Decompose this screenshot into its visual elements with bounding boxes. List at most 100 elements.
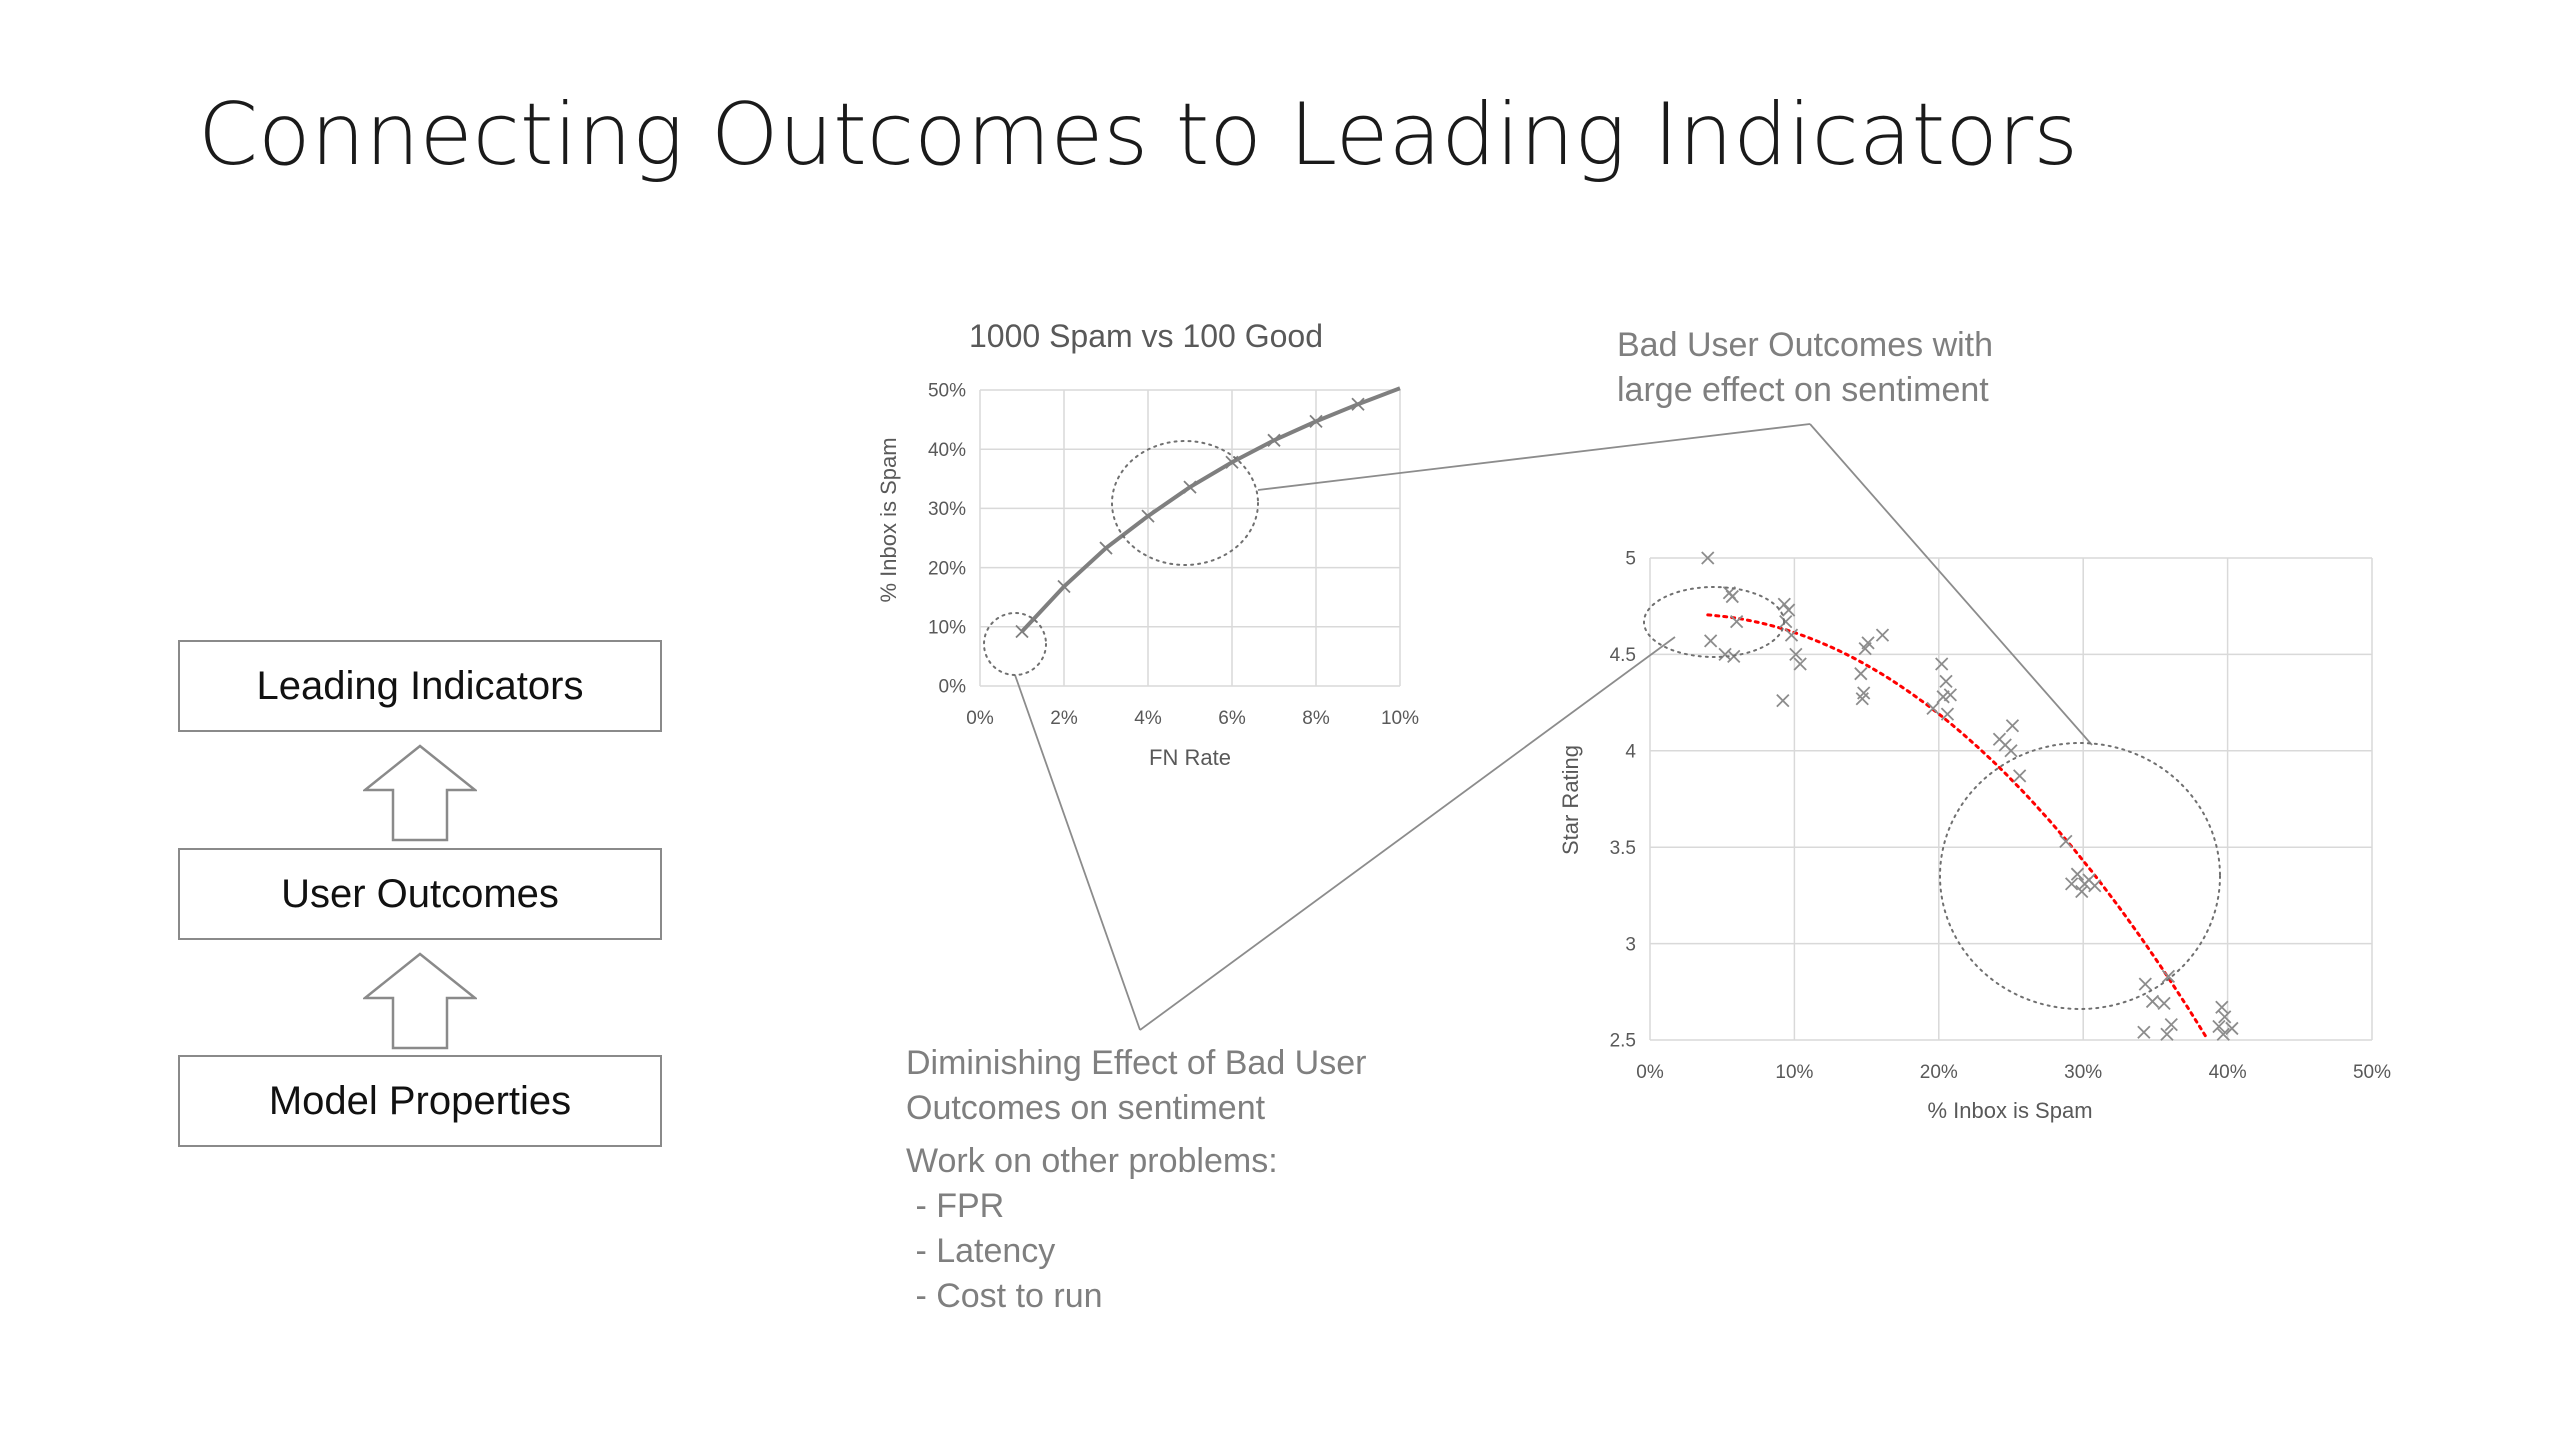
- data-point: [1015, 624, 1029, 639]
- x-tick-label: 0%: [966, 708, 994, 729]
- data-point: [1777, 597, 1791, 611]
- y-tick-label: 50%: [928, 381, 966, 402]
- data-point: [2145, 994, 2160, 1009]
- data-point: [1701, 551, 1715, 565]
- data-point: [2059, 834, 2073, 849]
- data-point: [2212, 1019, 2226, 1034]
- data-point: [2075, 884, 2089, 899]
- data-point: [2218, 1010, 2232, 1024]
- y-axis-label: Star Rating: [1558, 745, 1583, 855]
- x-tick-label: 30%: [2064, 1062, 2102, 1083]
- data-point: [2160, 1027, 2174, 1041]
- chart-tick-labels: 0% 2% 4% 6% 8% 10% 0% 10% 20% 30% 40% 50%: [928, 381, 1419, 729]
- data-point: [1939, 674, 1953, 689]
- data-point: [1779, 614, 1793, 629]
- data-point: [2004, 744, 2018, 758]
- x-tick-label: 4%: [1134, 708, 1162, 729]
- data-point: [2078, 877, 2092, 891]
- chart-markers: [1701, 551, 2239, 1041]
- data-point: [1854, 667, 1868, 681]
- y-tick-label: 4: [1625, 741, 1636, 762]
- x-tick-label: 10%: [1775, 1062, 1813, 1083]
- x-tick-label: 2%: [1050, 708, 1078, 729]
- chart-grid: [1649, 557, 2373, 1041]
- data-point: [1099, 541, 1113, 555]
- data-point: [1935, 657, 1949, 671]
- data-point: [1926, 701, 1940, 716]
- chart-series-line: [1020, 386, 1401, 633]
- data-point: [1351, 397, 1365, 411]
- star-rating-chart: 0% 10% 20% 30% 40% 50% 2.5 3 3.5 4 4.5 5 % Inbox is…: [1558, 549, 2392, 1123]
- data-point: [1789, 647, 1803, 662]
- data-point: [2013, 769, 2027, 783]
- data-point: [2225, 1021, 2239, 1036]
- data-point: [1940, 707, 1955, 721]
- data-point: [1183, 480, 1197, 494]
- x-axis-label: FN Rate: [1149, 745, 1231, 770]
- data-point: [2161, 969, 2176, 984]
- up-arrow-icon: [363, 952, 477, 1050]
- data-point: [1141, 509, 1155, 523]
- highlight-circle: [1111, 440, 1259, 566]
- slide-title: Connecting Outcomes to Leading Indicator…: [198, 85, 2079, 185]
- y-tick-label: 40%: [928, 440, 966, 461]
- diminishing-callout: Diminishing Effect of Bad User Outcomes …: [906, 1041, 1366, 1319]
- data-point: [2065, 877, 2079, 891]
- data-point: [1725, 589, 1739, 604]
- x-tick-label: 10%: [1381, 708, 1419, 729]
- work-list: FPR Latency Cost to run: [906, 1184, 1366, 1319]
- data-point: [1309, 414, 1323, 429]
- data-point: [1730, 614, 1744, 629]
- model-properties-box: Model Properties: [178, 1055, 662, 1147]
- up-arrow-icon: [363, 744, 477, 842]
- data-point: [2215, 1000, 2229, 1014]
- x-tick-label: 50%: [2353, 1062, 2391, 1083]
- user-outcomes-box: User Outcomes: [178, 848, 662, 940]
- bad-outcomes-callout: Bad User Outcomes with large effect on s…: [1617, 323, 1993, 413]
- data-point: [1784, 628, 1799, 642]
- callout-line: Diminishing Effect of Bad User: [906, 1044, 1367, 1082]
- highlight-circle: [1939, 742, 2221, 1010]
- y-tick-label: 20%: [928, 558, 966, 579]
- series-line: [1020, 386, 1401, 633]
- y-tick-label: 30%: [928, 499, 966, 520]
- x-tick-label: 6%: [1218, 708, 1246, 729]
- highlight-circle: [1643, 586, 1785, 658]
- data-point: [2070, 867, 2085, 881]
- work-item: FPR: [906, 1184, 1366, 1229]
- callout-line: Outcomes on sentiment: [906, 1089, 1266, 1127]
- work-item: Cost to run: [906, 1274, 1366, 1319]
- data-point: [1936, 690, 1950, 704]
- y-tick-label: 10%: [928, 617, 966, 638]
- highlight-circle: [983, 612, 1047, 676]
- data-point: [1781, 603, 1796, 617]
- callout-line: large effect on sentiment: [1617, 371, 1989, 409]
- work-heading: Work on other problems:: [906, 1142, 1278, 1180]
- callout-line: Bad User Outcomes with: [1617, 326, 1994, 364]
- data-point: [2216, 1027, 2230, 1041]
- y-tick-label: 5: [1625, 549, 1636, 570]
- chart-tick-labels: 0% 10% 20% 30% 40% 50% 2.5 3 3.5 4 4.5 5: [1610, 549, 2392, 1083]
- x-tick-label: 0%: [1636, 1062, 1664, 1083]
- x-tick-label: 20%: [1920, 1062, 1958, 1083]
- data-point: [1267, 433, 1281, 447]
- data-point: [1704, 634, 1718, 648]
- data-point: [1855, 692, 1869, 706]
- data-point: [1858, 641, 1872, 656]
- x-axis-label: % Inbox is Spam: [1927, 1098, 2092, 1123]
- data-point: [1057, 579, 1071, 594]
- y-tick-label: 3.5: [1610, 838, 1636, 859]
- chart-grid: [979, 389, 1401, 687]
- data-point: [2137, 1025, 2151, 1039]
- data-point: [2005, 719, 2020, 733]
- data-point: [1875, 628, 1890, 642]
- leading-indicators-box: Leading Indicators: [178, 640, 662, 732]
- data-point: [2138, 977, 2152, 991]
- work-item: Latency: [906, 1229, 1366, 1274]
- x-tick-label: 8%: [1302, 708, 1330, 729]
- fn-rate-chart: 1000 Spam vs 100 Good 0% 2% 4% 6% 8% 10% 0% 10%…: [876, 318, 1419, 770]
- y-tick-label: 4.5: [1610, 645, 1636, 666]
- chart-title: 1000 Spam vs 100 Good: [969, 318, 1323, 354]
- y-tick-label: 0%: [939, 677, 967, 698]
